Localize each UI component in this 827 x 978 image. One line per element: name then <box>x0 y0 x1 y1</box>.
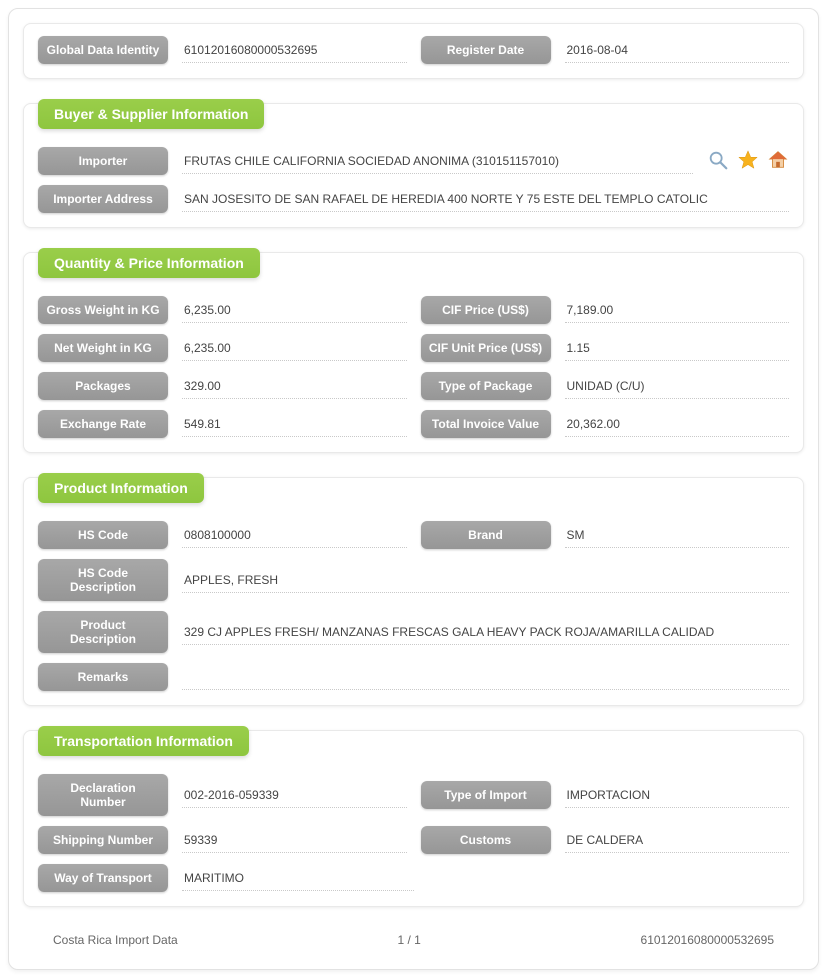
cif-price-value: 7,189.00 <box>565 297 790 323</box>
way-label: Way of Transport <box>38 864 168 892</box>
product-card: Product Information HS Code 0808100000 B… <box>23 477 804 706</box>
exchange-rate-label: Exchange Rate <box>38 410 168 438</box>
brand-label: Brand <box>421 521 551 549</box>
shipping-value: 59339 <box>182 827 407 853</box>
transportation-card: Transportation Information Declaration N… <box>23 730 804 907</box>
packages-label: Packages <box>38 372 168 400</box>
gross-weight-value: 6,235.00 <box>182 297 407 323</box>
total-invoice-label: Total Invoice Value <box>421 410 551 438</box>
gross-weight-label: Gross Weight in KG <box>38 296 168 324</box>
type-package-label: Type of Package <box>421 372 551 400</box>
hs-code-value: 0808100000 <box>182 522 407 548</box>
register-date-value: 2016-08-04 <box>565 37 790 63</box>
brand-value: SM <box>565 522 790 548</box>
remarks-value <box>182 664 789 690</box>
packages-value: 329.00 <box>182 373 407 399</box>
product-desc-value: 329 CJ APPLES FRESH/ MANZANAS FRESCAS GA… <box>182 619 789 645</box>
quantity-price-header: Quantity & Price Information <box>38 248 260 278</box>
importer-label: Importer <box>38 147 168 175</box>
cif-price-label: CIF Price (US$) <box>421 296 551 324</box>
remarks-label: Remarks <box>38 663 168 691</box>
search-icon[interactable] <box>707 149 729 174</box>
footer-right: 61012016080000532695 <box>641 933 774 947</box>
cif-unit-price-label: CIF Unit Price (US$) <box>421 334 551 362</box>
action-icons <box>707 149 789 174</box>
page-footer: Costa Rica Import Data 1 / 1 61012016080… <box>23 923 804 955</box>
exchange-rate-value: 549.81 <box>182 411 407 437</box>
footer-center: 1 / 1 <box>397 933 420 947</box>
customs-value: DE CALDERA <box>565 827 790 853</box>
way-value: MARITIMO <box>182 865 414 891</box>
star-icon[interactable] <box>737 149 759 174</box>
hs-code-label: HS Code <box>38 521 168 549</box>
importer-address-label: Importer Address <box>38 185 168 213</box>
page-container: Global Data Identity 6101201608000053269… <box>8 8 819 970</box>
quantity-price-card: Quantity & Price Information Gross Weigh… <box>23 252 804 453</box>
declaration-label: Declaration Number <box>38 774 168 816</box>
hs-code-desc-value: APPLES, FRESH <box>182 567 789 593</box>
type-import-value: IMPORTACION <box>565 782 790 808</box>
importer-address-value: SAN JOSESITO DE SAN RAFAEL DE HEREDIA 40… <box>182 186 789 212</box>
shipping-label: Shipping Number <box>38 826 168 854</box>
transportation-header: Transportation Information <box>38 726 249 756</box>
type-package-value: UNIDAD (C/U) <box>565 373 790 399</box>
customs-label: Customs <box>421 826 551 854</box>
buyer-supplier-header: Buyer & Supplier Information <box>38 99 264 129</box>
net-weight-value: 6,235.00 <box>182 335 407 361</box>
declaration-value: 002-2016-059339 <box>182 782 407 808</box>
cif-unit-price-value: 1.15 <box>565 335 790 361</box>
net-weight-label: Net Weight in KG <box>38 334 168 362</box>
type-import-label: Type of Import <box>421 781 551 809</box>
hs-code-desc-label: HS Code Description <box>38 559 168 601</box>
home-icon[interactable] <box>767 149 789 174</box>
global-data-identity-value: 61012016080000532695 <box>182 37 407 63</box>
buyer-supplier-card: Buyer & Supplier Information Importer FR… <box>23 103 804 228</box>
register-date-label: Register Date <box>421 36 551 64</box>
product-header: Product Information <box>38 473 204 503</box>
total-invoice-value: 20,362.00 <box>565 411 790 437</box>
footer-left: Costa Rica Import Data <box>53 933 178 947</box>
importer-value: FRUTAS CHILE CALIFORNIA SOCIEDAD ANONIMA… <box>182 148 693 174</box>
global-data-identity-label: Global Data Identity <box>38 36 168 64</box>
identity-card: Global Data Identity 6101201608000053269… <box>23 23 804 79</box>
product-desc-label: Product Description <box>38 611 168 653</box>
